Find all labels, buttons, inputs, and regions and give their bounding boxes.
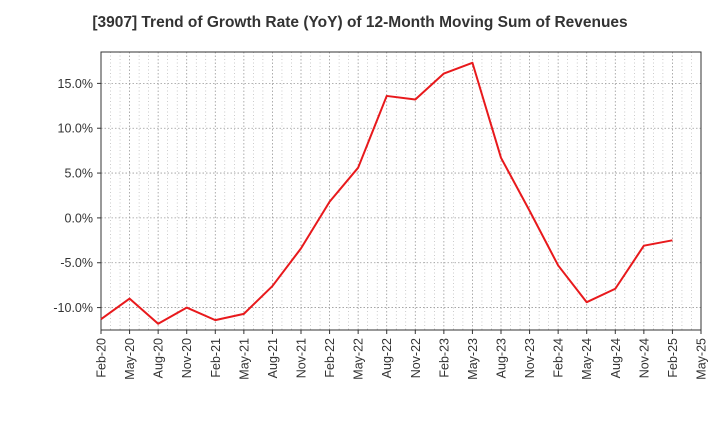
grid-lines xyxy=(101,52,701,330)
y-tick-label: -10.0% xyxy=(53,301,93,315)
x-tick-label: Nov-23 xyxy=(523,338,537,378)
x-tick-label: Aug-23 xyxy=(495,338,509,378)
x-tick-label: Aug-24 xyxy=(609,338,623,378)
x-axis-ticks: Feb-20 May-20 Aug-20 Nov-20 Feb-21 May-21 Aug-… xyxy=(95,330,709,380)
x-tick-label: Feb-23 xyxy=(437,338,451,378)
plot-area-frame xyxy=(100,51,702,331)
series-layer xyxy=(100,61,673,325)
x-tick-label: Feb-20 xyxy=(95,338,109,378)
y-tick-label: 15.0% xyxy=(58,77,93,91)
x-tick-label: Nov-20 xyxy=(180,338,194,378)
x-tick-label: Nov-22 xyxy=(409,338,423,378)
x-tick-label: Aug-22 xyxy=(380,338,394,378)
x-tick-label: May-22 xyxy=(352,338,366,380)
x-tick-label: Aug-20 xyxy=(152,338,166,378)
y-tick-label: 0.0% xyxy=(65,211,94,225)
series-line xyxy=(100,61,673,325)
x-tick-label: Nov-21 xyxy=(295,338,309,378)
x-tick-label: May-23 xyxy=(466,338,480,380)
chart-title: [3907] Trend of Growth Rate (YoY) of 12-… xyxy=(92,14,628,31)
y-tick-label: -5.0% xyxy=(60,256,93,270)
y-tick-label: 5.0% xyxy=(65,167,94,181)
x-tick-label: Nov-24 xyxy=(637,338,651,378)
x-tick-label: May-21 xyxy=(237,338,251,380)
y-tick-label: 10.0% xyxy=(58,122,93,136)
x-tick-label: Aug-21 xyxy=(266,338,280,378)
x-tick-label: Feb-21 xyxy=(209,338,223,378)
x-tick-label: Feb-22 xyxy=(323,338,337,378)
x-tick-label: May-25 xyxy=(695,338,709,380)
x-tick-label: Feb-25 xyxy=(666,338,680,378)
x-tick-label: Feb-24 xyxy=(552,338,566,378)
x-tick-label: May-24 xyxy=(580,338,594,380)
x-tick-label: May-20 xyxy=(123,338,137,380)
y-axis-ticks: -10.0% -5.0% 0.0% 5.0% 10.0% 15.0% xyxy=(53,77,101,315)
